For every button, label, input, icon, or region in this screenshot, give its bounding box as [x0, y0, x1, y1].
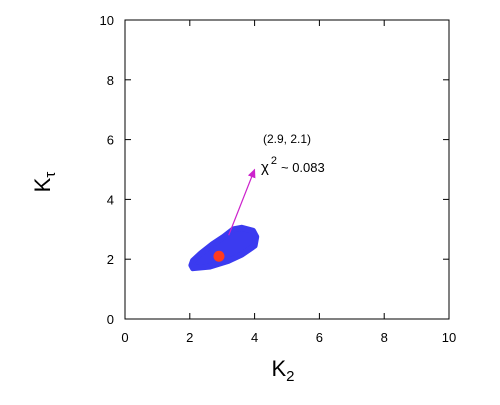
x-axis-label-main: K	[271, 356, 286, 381]
annotation-arrow	[228, 168, 256, 236]
plot-frame	[124, 19, 450, 320]
chi-symbol: χ	[261, 159, 269, 176]
best-fit-point-label: (2.9, 2.1)	[263, 132, 311, 146]
y-tick-label: 8	[107, 73, 114, 88]
y-axis-ticks: 0 2 4 6 8 10	[100, 13, 449, 327]
x-axis-label-subscript: 2	[286, 368, 294, 385]
y-axis-label-main: K	[30, 177, 55, 192]
x-tick-label: 10	[442, 330, 456, 345]
best-fit-point	[213, 250, 225, 262]
y-tick-label: 10	[100, 13, 114, 28]
y-tick-label: 0	[107, 312, 114, 327]
chi-square-label: χ 2 ~ 0.083	[261, 155, 325, 176]
data-layer	[188, 168, 260, 272]
y-tick-label: 4	[107, 192, 114, 207]
x-tick-label: 8	[381, 330, 388, 345]
y-axis-label: Kτ	[30, 172, 59, 193]
x-axis-label: K2	[271, 356, 294, 385]
x-tick-label: 6	[316, 330, 323, 345]
y-tick-label: 6	[107, 133, 114, 148]
x-axis-ticks: 0 2 4 6 8 10	[121, 20, 456, 345]
x-tick-label: 4	[251, 330, 258, 345]
y-axis-label-subscript: τ	[42, 172, 59, 178]
confidence-region	[188, 224, 260, 272]
x-tick-label: 0	[121, 330, 128, 345]
x-tick-label: 2	[186, 330, 193, 345]
chi-exponent: 2	[271, 155, 277, 167]
chi-value: ~ 0.083	[281, 160, 325, 175]
y-tick-label: 2	[107, 252, 114, 267]
